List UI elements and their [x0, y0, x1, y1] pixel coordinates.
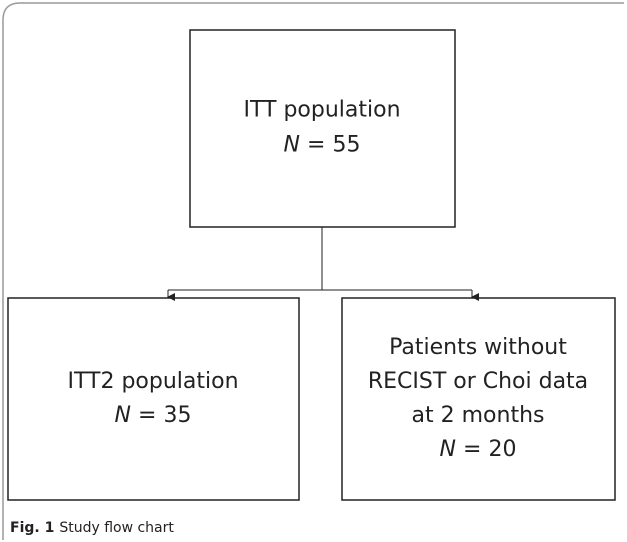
- node-count: N = 20: [440, 437, 517, 462]
- node-label: ITT2 population: [67, 369, 238, 394]
- count-symbol: N: [440, 437, 456, 462]
- caption-label: Fig. 1: [10, 520, 54, 536]
- node-label: Patients without: [389, 335, 567, 360]
- node-box: [189, 29, 456, 228]
- node-labels: ITT population N = 55 ITT2 population N = 35 P…: [67, 98, 588, 463]
- node-label: at 2 months: [412, 403, 545, 428]
- node-box: [341, 297, 616, 501]
- caption-text: Study flow chart: [59, 520, 174, 536]
- caption: Fig. 1 Study flow chart: [10, 520, 174, 536]
- node-count: N = 55: [284, 133, 361, 158]
- count-value: = 55: [307, 133, 360, 158]
- node-label: ITT population: [243, 98, 400, 123]
- connector: [168, 227, 472, 291]
- count-value: = 35: [138, 403, 191, 428]
- node-box: [7, 297, 300, 501]
- count-symbol: N: [284, 133, 300, 158]
- count-symbol: N: [115, 403, 131, 428]
- count-value: = 20: [463, 437, 516, 462]
- node-count: N = 35: [115, 403, 192, 428]
- node-label: RECIST or Choi data: [368, 369, 588, 394]
